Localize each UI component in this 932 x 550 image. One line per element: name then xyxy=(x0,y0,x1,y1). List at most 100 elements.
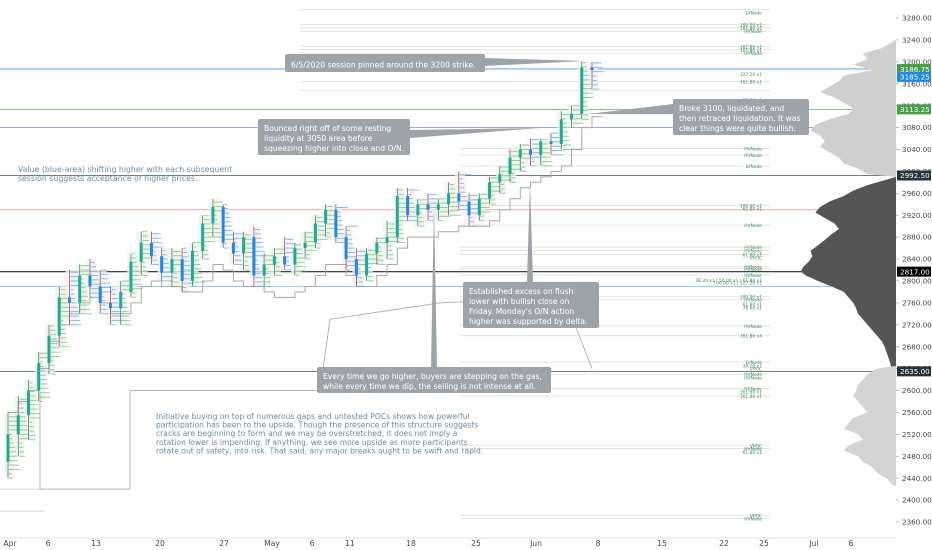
level-tag: 161.80 x1 xyxy=(740,44,762,50)
y-tick-label: 2600.00 xyxy=(902,386,932,395)
level-tag: 100.00 x1 xyxy=(740,294,762,300)
candle-body xyxy=(590,67,594,71)
level-tag: HVNode xyxy=(744,29,762,35)
annotation-initiative-text: rotation lower is impending. If anything… xyxy=(156,438,468,447)
level-tag: HVNode xyxy=(744,245,762,251)
level-tag: 127.20 x1 xyxy=(740,72,762,78)
x-tick-label: 27 xyxy=(219,539,229,548)
candle-body xyxy=(16,415,20,435)
level-tag: VPOC xyxy=(750,513,762,519)
candle-body xyxy=(334,209,338,238)
level-tag: 61.80 x1 xyxy=(743,450,763,456)
level-tag: HVNode xyxy=(744,146,762,152)
candle-body xyxy=(26,390,30,416)
y-tick-label: 2720.00 xyxy=(902,320,932,329)
volume-profile-value-area xyxy=(801,176,896,372)
annotation-excess-box xyxy=(463,282,599,328)
volume-profile-lower xyxy=(843,365,896,487)
x-tick-label: 11 xyxy=(345,539,355,548)
candle-body xyxy=(559,119,563,144)
level-tag: HVNode xyxy=(744,223,762,229)
annotation-every-time-text: while every time we dip, the selling is … xyxy=(323,382,536,391)
candle-body xyxy=(262,264,266,276)
candle-body xyxy=(313,223,317,243)
annotation-excess-text: lower with bullish close on xyxy=(469,297,569,306)
level-tag: 161.80 x1 xyxy=(740,390,762,396)
candle-body xyxy=(211,207,215,224)
y-tick-label: 2680.00 xyxy=(902,342,932,351)
y-tick-label: 2360.00 xyxy=(902,518,932,527)
annotation-pinned-text: 6/5/2020 session pinned around the 3200 … xyxy=(291,61,476,70)
price-label: 3113.25 xyxy=(900,105,930,114)
candle-body xyxy=(498,174,502,183)
x-tick-label: 25 xyxy=(759,539,769,548)
annotation-every-time-box xyxy=(317,367,551,393)
candle-body xyxy=(6,434,10,462)
candle-body xyxy=(190,250,194,281)
level-tag: 161.80 x4 xyxy=(740,334,762,340)
x-tick-label: 6 xyxy=(46,539,51,548)
level-tag: 61.80 x1 xyxy=(743,253,763,259)
annotation-bounced-text: squeezing higher into close and O/N. xyxy=(264,144,404,153)
annotation-every-time-text: Every time we go higher, buyers are step… xyxy=(323,372,542,381)
candle-body xyxy=(37,363,41,391)
x-tick-label: 6 xyxy=(310,539,315,548)
annotation-bounced-box xyxy=(258,119,410,155)
candle-body xyxy=(170,259,174,273)
y-tick-label: 2800.00 xyxy=(902,277,932,286)
price-label-bg xyxy=(897,104,931,115)
level-tag: HVNode xyxy=(744,51,762,57)
candle-body xyxy=(139,242,143,262)
candle-body xyxy=(539,141,543,155)
x-axis[interactable]: Apr 6 13 20 27 May 6 11 18 25 Jun 8 15 22 25 Jul 6 xyxy=(0,537,896,548)
annotation-bounced-text: Bounced right off of some resting xyxy=(264,124,391,133)
annotations: 6/5/2020 session pinned around the 3200 … xyxy=(18,54,809,455)
level-tag: 161.80 x1 xyxy=(740,80,762,86)
candle-body xyxy=(108,302,112,309)
level-tag: LVNode xyxy=(746,11,763,17)
annotation-excess-text: Friday. Monday's O/N action xyxy=(469,307,574,316)
y-tick-label: 2480.00 xyxy=(902,452,932,461)
x-tick-label: 25 xyxy=(471,539,481,548)
level-tag: VPOC xyxy=(750,367,762,373)
level-tag: 38.20 x1 | 50.00 x1 | 61.80 x1 xyxy=(695,278,762,284)
y-tick-label: 2840.00 xyxy=(902,255,932,264)
annotation-broke-text: clear things were quite bullish. xyxy=(679,124,796,133)
level-tag: VPOC xyxy=(750,443,762,449)
candle-body xyxy=(580,67,584,114)
y-tick-label: 2520.00 xyxy=(902,430,932,439)
price-label-bg xyxy=(897,170,931,181)
candle-body xyxy=(231,242,235,254)
y-tick-label: 3240.00 xyxy=(902,36,932,45)
y-tick-label: 2880.00 xyxy=(902,233,932,242)
x-tick-label: 15 xyxy=(657,539,667,548)
price-label: 3185.25 xyxy=(900,73,930,82)
annotation-every-time-pointer xyxy=(431,205,437,367)
level-tag: HVNode xyxy=(744,298,762,304)
candle-body xyxy=(385,237,389,243)
annotation-excess-text: higher was supported by delta. xyxy=(469,317,587,326)
candle-body xyxy=(395,196,399,238)
level-tag: 161.80 x1 xyxy=(740,48,762,54)
horizontal-levels xyxy=(0,68,890,372)
candle-body xyxy=(293,248,297,265)
annotation-value-text: Value (blue-area) shifting higher with e… xyxy=(18,165,232,174)
session-shade xyxy=(434,198,445,221)
annotation-broke-pointer xyxy=(588,104,673,114)
candle-body xyxy=(283,256,287,265)
y-tick-label: 2440.00 xyxy=(902,474,932,483)
candle-body xyxy=(47,335,51,364)
x-tick-label: Jul xyxy=(808,539,818,548)
level-tag: HVNode xyxy=(744,447,762,453)
candle-body xyxy=(344,237,348,260)
session-shade xyxy=(454,171,466,210)
level-tag: HVNode xyxy=(744,248,762,254)
y-tick-label: 2760.00 xyxy=(902,298,932,307)
candle-body xyxy=(88,275,92,287)
price-label-bg xyxy=(897,266,931,277)
x-tick-label: 18 xyxy=(406,539,416,548)
level-tag: HVNode xyxy=(744,372,762,378)
candle-body xyxy=(149,242,153,257)
candle-body xyxy=(549,141,553,144)
